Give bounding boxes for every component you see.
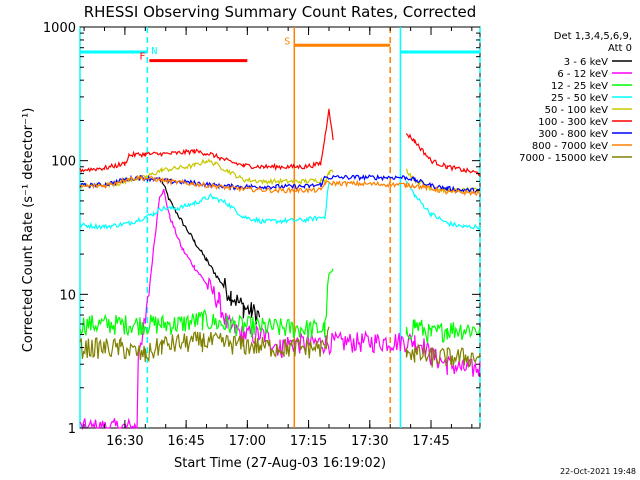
legend-entry-label: 25 - 50 keV: [551, 93, 608, 104]
y-tick-label: 10: [59, 288, 76, 303]
vertical-markers: [79, 27, 481, 428]
legend-header: Att 0: [608, 43, 632, 54]
y-axis-label: Corrected Count Rate (s⁻¹ detector⁻¹): [21, 108, 36, 353]
legend-entry-label: 300 - 800 keV: [538, 129, 608, 140]
legend-entry-label: 6 - 12 keV: [557, 69, 608, 80]
x-axis-label: Start Time (27-Aug-03 16:19:02): [174, 456, 386, 471]
legend-entry-label: 50 - 100 keV: [545, 105, 609, 116]
legend-entry-label: 12 - 25 keV: [551, 81, 608, 92]
plot-frame: [79, 26, 481, 429]
series-line: [161, 178, 261, 325]
axes: 1 10 100 1000 16:30 16:45 17:00 17:15 17:30 17:45: [43, 21, 480, 449]
chart-title: RHESSI Observing Summary Count Rates, Co…: [84, 3, 477, 21]
x-tick-label: 17:00: [229, 434, 266, 449]
series-line: [79, 188, 481, 431]
y-tick-label: 1000: [43, 21, 76, 36]
series-group: [79, 108, 481, 431]
x-tick-label: 16:45: [167, 434, 204, 449]
series-line: [79, 180, 481, 231]
annotation-label: F: [139, 52, 145, 63]
series-line: [79, 108, 481, 176]
legend-header: Det 1,3,4,5,6,9,: [554, 31, 632, 42]
plot-border: [79, 26, 481, 429]
series-line: [79, 268, 481, 344]
annotation-label: N: [151, 46, 157, 57]
footer-timestamp: 22-Oct-2021 19:48: [560, 467, 636, 476]
legend-entry-label: 3 - 6 keV: [564, 57, 608, 68]
annotation-label: S: [284, 36, 290, 47]
annotation-bars: NF S: [80, 36, 480, 63]
x-tick-label: 17:15: [290, 434, 327, 449]
x-tick-label: 16:30: [106, 434, 143, 449]
legend-entry-label: 100 - 300 keV: [538, 117, 608, 128]
legend-entry-label: 7000 - 15000 keV: [519, 153, 608, 164]
legend-entry-label: 800 - 7000 keV: [532, 141, 608, 152]
y-tick-label: 100: [51, 155, 76, 170]
series-line: [79, 326, 481, 368]
x-tick-label: 17:30: [351, 434, 388, 449]
series-line: [79, 175, 481, 197]
y-tick-label: 1: [68, 422, 76, 437]
x-tick-label: 17:45: [412, 434, 449, 449]
